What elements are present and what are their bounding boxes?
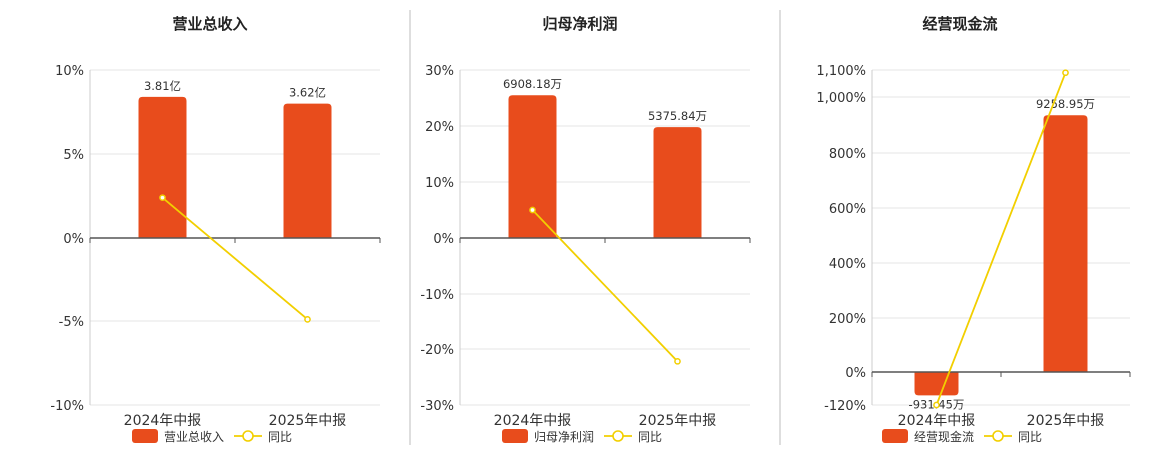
legend-bar-swatch	[132, 429, 158, 443]
y-tick-label: 10%	[55, 64, 84, 79]
y-tick-label: -10%	[420, 288, 454, 303]
yoy-point	[1062, 69, 1069, 77]
legend-label: 归母净利润	[534, 430, 594, 444]
y-tick-label: 0%	[845, 366, 866, 381]
legend-label: 同比	[1018, 430, 1042, 444]
bar-value-label: 6908.18万	[503, 77, 562, 91]
y-tick-label: 20%	[425, 120, 454, 135]
y-tick-label: 800%	[829, 147, 866, 162]
y-tick-label: -120%	[824, 399, 866, 414]
bar-value-label: 3.62亿	[289, 86, 326, 100]
y-tick-label: 0%	[63, 232, 84, 247]
x-tick-label: 2024年中报	[898, 413, 976, 429]
yoy-point	[674, 357, 681, 365]
y-tick-label: 600%	[829, 202, 866, 217]
x-tick-label: 2025年中报	[1027, 413, 1105, 429]
legend-bar-swatch	[882, 429, 908, 443]
y-tick-label: -30%	[420, 399, 454, 414]
x-tick-label: 2025年中报	[269, 413, 347, 429]
y-tick-label: -5%	[59, 315, 84, 330]
chart-title: 营业总收入	[172, 15, 247, 33]
y-tick-label: 10%	[425, 176, 454, 191]
yoy-point	[159, 194, 166, 202]
y-tick-label: 1,100%	[816, 64, 866, 79]
yoy-line	[531, 209, 679, 362]
bar	[1043, 115, 1088, 372]
y-tick-label: 1,000%	[816, 91, 866, 106]
legend-label: 经营现金流	[914, 429, 974, 444]
x-tick-label: 2024年中报	[124, 413, 202, 429]
y-tick-label: 200%	[829, 312, 866, 327]
legend-label: 营业总收入	[164, 430, 224, 444]
bar-value-label: 9258.95万	[1036, 97, 1095, 111]
x-tick-label: 2024年中报	[494, 413, 572, 429]
legend-bar-swatch	[502, 429, 528, 443]
bar	[138, 96, 187, 238]
yoy-point	[529, 206, 536, 214]
yoy-point	[304, 315, 311, 323]
bar	[653, 127, 702, 238]
legend-label: 同比	[268, 430, 292, 444]
bar	[283, 103, 332, 238]
chart-title: 归母净利润	[542, 15, 617, 33]
legend-label: 同比	[638, 430, 662, 444]
legend-line-marker	[612, 430, 624, 442]
y-tick-label: 5%	[63, 148, 84, 163]
x-tick-label: 2025年中报	[639, 413, 717, 429]
bar-value-label: 5375.84万	[648, 109, 707, 123]
y-tick-label: 400%	[829, 257, 866, 272]
legend-line-marker	[992, 430, 1004, 442]
legend-line-marker	[242, 430, 254, 442]
bar-value-label: 3.81亿	[144, 79, 181, 93]
y-tick-label: 0%	[433, 232, 454, 247]
bar	[914, 372, 959, 396]
y-tick-label: -10%	[50, 399, 84, 414]
bar	[508, 95, 557, 238]
yoy-line	[161, 196, 309, 321]
chart-title: 经营现金流	[922, 15, 997, 33]
yoy-line	[935, 72, 1067, 406]
y-tick-label: 30%	[425, 64, 454, 79]
yoy-point	[933, 401, 940, 409]
y-tick-label: -20%	[420, 343, 454, 358]
